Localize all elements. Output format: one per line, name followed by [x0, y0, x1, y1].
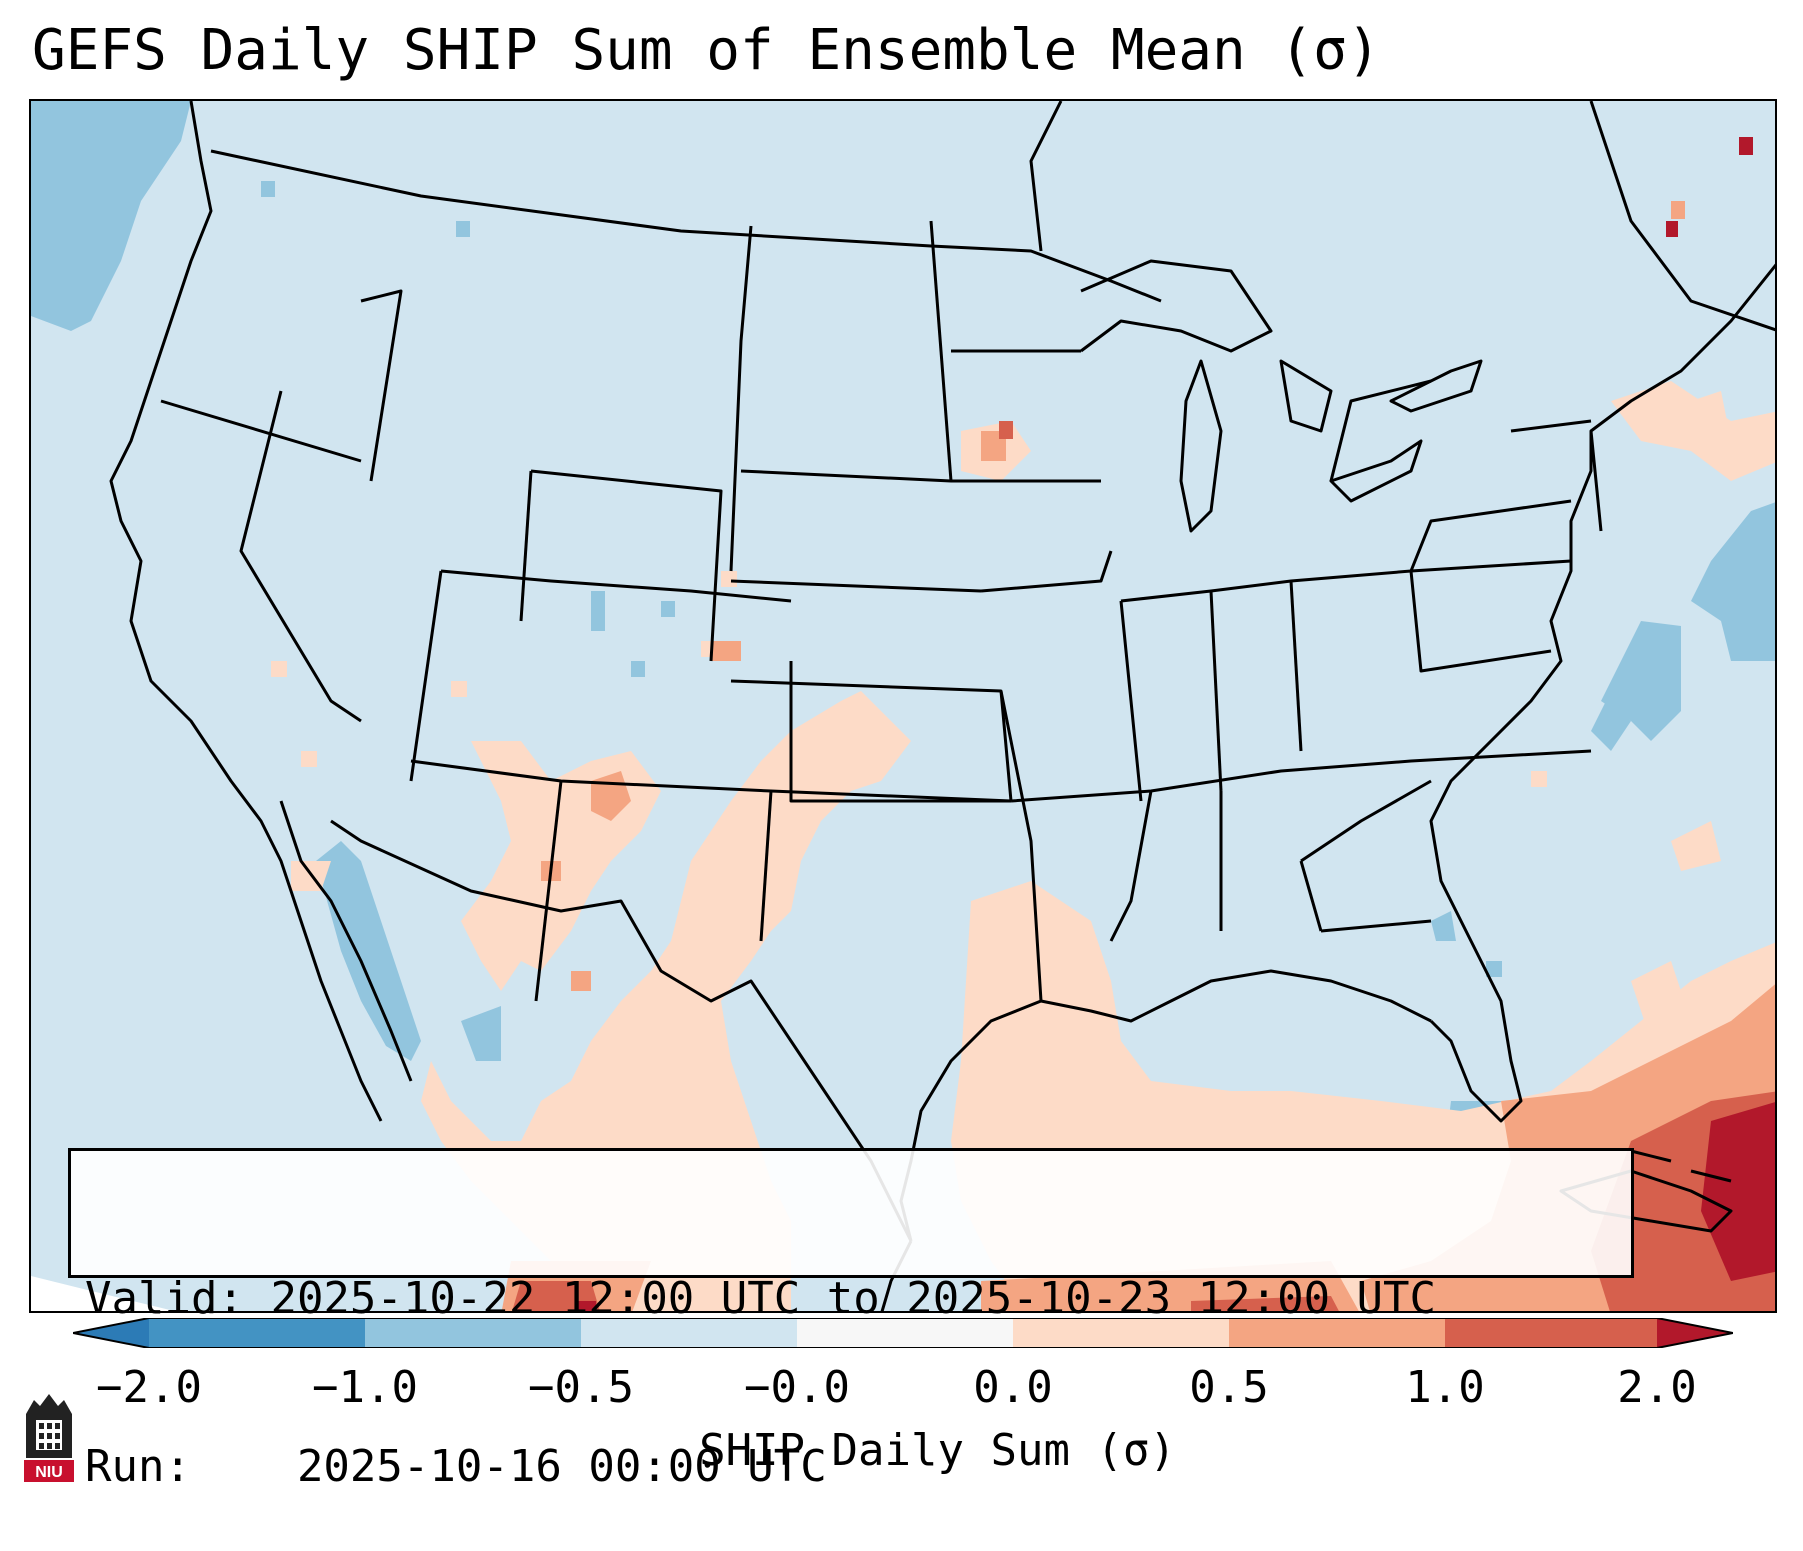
run-value: 2025-10-16 00:00 UTC: [296, 1441, 827, 1492]
colorbar-bin-5: [1013, 1318, 1229, 1348]
run-label: Run:: [85, 1441, 191, 1492]
run-row: Run: 2025-10-16 00:00 UTC: [85, 1439, 1617, 1495]
colorbar-bin-7: [1445, 1318, 1657, 1348]
map-canvas: [31, 101, 1775, 1311]
colorbar-tick-label: 2.0: [1617, 1362, 1697, 1413]
colorbar-tick-label: −1.0: [312, 1362, 418, 1413]
map-title: GEFS Daily SHIP Sum of Ensemble Mean (σ): [32, 18, 1381, 83]
colorbar-extend-high: [1657, 1318, 1733, 1348]
valid-row: Valid: 2025-10-22 12:00 UTC to 2025-10-2…: [85, 1271, 1617, 1327]
colorbar-bin-1: [149, 1318, 365, 1348]
colorbar-tick-label: 1.0: [1405, 1362, 1485, 1413]
colorbar-bin-3: [581, 1318, 797, 1348]
map-panel[interactable]: [29, 99, 1777, 1313]
colorbar-bin-4: [797, 1318, 1013, 1348]
map-boundaries: [109, 101, 1775, 1311]
valid-run-info-box: Valid: 2025-10-22 12:00 UTC to 2025-10-2…: [68, 1148, 1634, 1492]
positive-anomaly-regions-extreme: [576, 137, 1775, 1311]
colorbar-bin-2: [365, 1318, 581, 1348]
valid-label: Valid:: [85, 1273, 244, 1324]
colorbar-bin-6: [1229, 1318, 1445, 1348]
valid-value: 2025-10-22 12:00 UTC to 2025-10-23 12:00…: [270, 1273, 1437, 1324]
projection-edge-region: [31, 1276, 175, 1311]
colorbar-tick-label: −0.5: [528, 1362, 634, 1413]
colorbar-tick-label: 0.0: [973, 1362, 1053, 1413]
colorbar-tick-label: 0.5: [1189, 1362, 1269, 1413]
colorbar: [73, 1318, 1733, 1348]
colorbar-label: SHIP Daily Sum (σ): [699, 1425, 1176, 1476]
niu-castle-logo-icon: NIU: [24, 1394, 74, 1482]
colorbar-tick-label: −2.0: [96, 1362, 202, 1413]
colorbar-tick-label: −0.0: [744, 1362, 850, 1413]
logo-text: NIU: [35, 1464, 63, 1481]
colorbar-label-row: SHIP Daily Sum (σ): [0, 1425, 1803, 1476]
colorbar-extend-low: [73, 1318, 149, 1348]
